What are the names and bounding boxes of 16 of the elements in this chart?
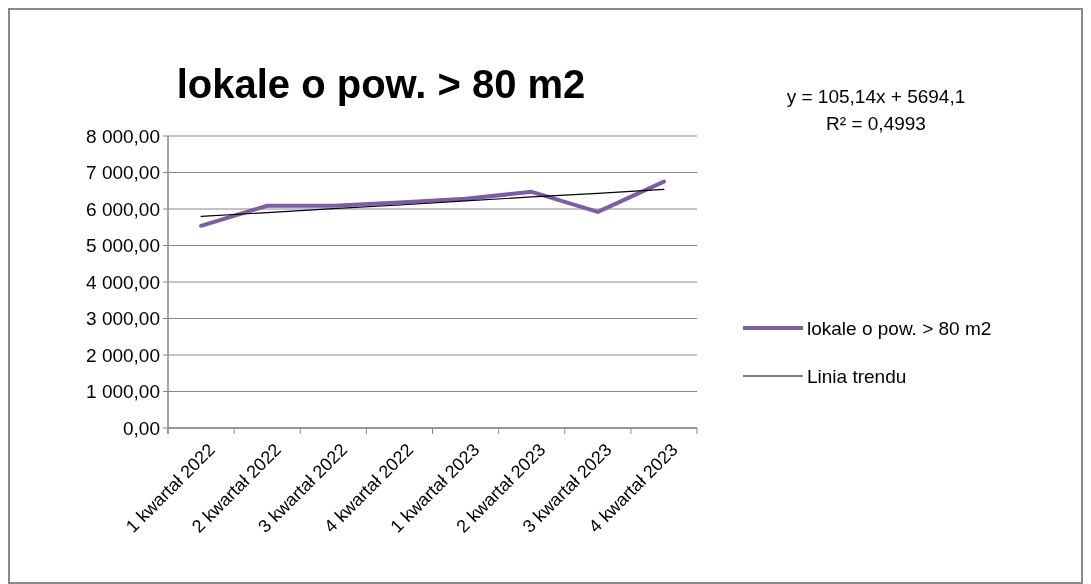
y-tick-label: 1 000,00 — [86, 381, 160, 403]
y-tick-label: 8 000,00 — [86, 125, 160, 147]
y-tick-label: 3 000,00 — [86, 308, 160, 330]
text: y = 105,14x + 5694,1 — [786, 86, 966, 107]
y-tick-label: 6 000,00 — [86, 198, 160, 220]
y-tick-label: 2 000,00 — [86, 344, 160, 366]
chart-title: lokale o pow. > 80 m2 — [176, 62, 586, 106]
y-tick-label: 0,00 — [123, 417, 160, 439]
y-tick-label: 5 000,00 — [86, 235, 160, 257]
legend-label: Linia trendu — [807, 365, 907, 387]
text: R² = 0,4993 — [826, 113, 926, 134]
legend-label: lokale o pow. > 80 m2 — [807, 317, 992, 339]
y-tick-label: 7 000,00 — [86, 162, 160, 184]
y-tick-label: 4 000,00 — [86, 271, 160, 293]
line-series — [200, 188, 665, 217]
line-series — [199, 179, 666, 228]
